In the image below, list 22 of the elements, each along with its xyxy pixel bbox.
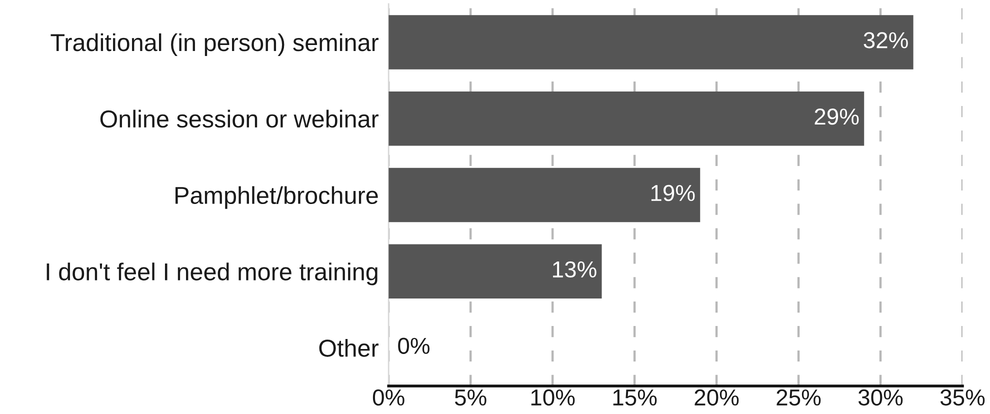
bar (388, 91, 864, 146)
data-label: 0% (398, 338, 430, 354)
x-tick-label: 20% (694, 389, 739, 406)
x-tick-label: 10% (531, 389, 575, 406)
y-tick-label: I don't feel I need more training (46, 262, 378, 286)
x-tick-label: 5% (454, 389, 486, 406)
bar (388, 15, 914, 70)
x-tick-label: 25% (776, 389, 821, 406)
bar (388, 168, 700, 222)
y-tick-label: Online session or webinar (100, 110, 378, 128)
x-tick-label: 30% (858, 389, 903, 406)
y-tick-label: Other (319, 338, 378, 357)
data-label: 13% (553, 261, 596, 278)
y-tick-label: Pamphlet/brochure (176, 186, 378, 209)
data-label: 19% (651, 184, 695, 202)
y-tick-label: Traditional (in person) seminar (50, 33, 378, 56)
x-tick-label: 35% (940, 389, 985, 406)
data-label: 29% (814, 108, 859, 125)
x-tick-label: 0% (372, 389, 404, 406)
data-label: 32% (864, 32, 908, 48)
x-tick-label: 15% (613, 389, 657, 406)
bar (388, 244, 602, 299)
